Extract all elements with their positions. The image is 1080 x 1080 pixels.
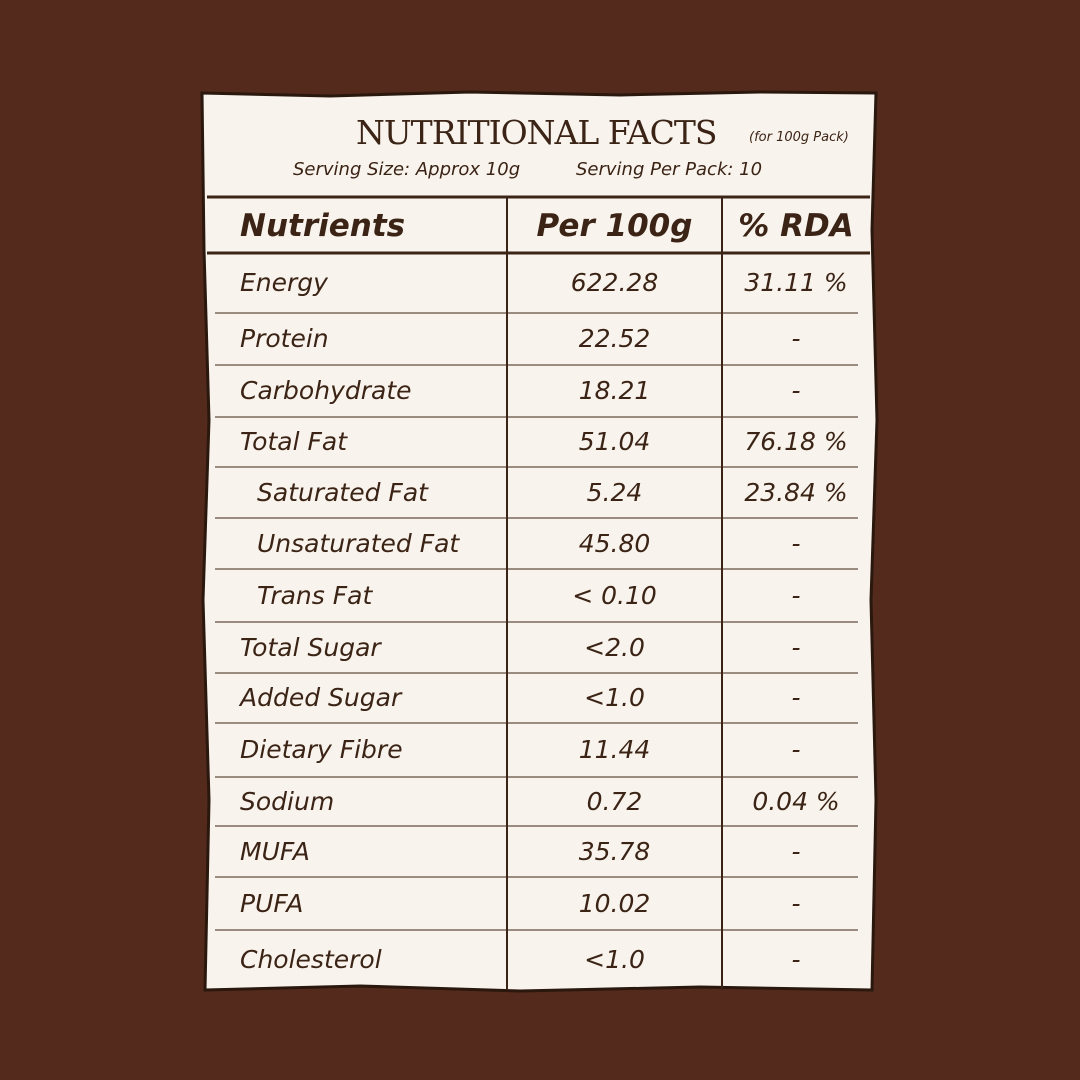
per-100g: 22.52 <box>578 324 651 353</box>
rda: - <box>791 683 801 712</box>
rda: - <box>791 324 801 353</box>
nutrient-name: Protein <box>240 324 329 353</box>
nutrient-name: PUFA <box>240 888 304 918</box>
rda: - <box>791 580 801 610</box>
column-header: Nutrients <box>240 208 406 244</box>
rda: - <box>791 735 801 764</box>
per-100g: < 0.10 <box>572 580 657 610</box>
rda: 0.04 % <box>752 786 840 816</box>
title: NUTRITIONAL FACTS <box>356 113 718 152</box>
nutrient-name: Dietary Fibre <box>240 735 403 764</box>
per-100g: <1.0 <box>584 945 645 974</box>
column-header: Per 100g <box>536 208 693 244</box>
per-100g: 0.72 <box>586 786 643 816</box>
rda: - <box>791 376 801 405</box>
nutrient-name: Total Sugar <box>240 632 381 662</box>
nutrient-name: Added Sugar <box>240 683 402 712</box>
per-100g: 5.24 <box>586 477 643 507</box>
per-100g: 10.02 <box>578 888 651 918</box>
per-100g: <2.0 <box>584 632 645 662</box>
per-100g: <1.0 <box>584 683 645 712</box>
per-100g: 622.28 <box>570 268 659 297</box>
rda: 31.11 % <box>744 268 848 297</box>
nutrient-name: MUFA <box>240 836 310 866</box>
column-header: % RDA <box>738 208 854 244</box>
nutrient-name: Saturated Fat <box>257 477 428 507</box>
paper-sheet <box>200 90 879 993</box>
serving-size: Serving Size: Approx 10g <box>293 159 521 180</box>
nutrient-name: Cholesterol <box>240 945 382 974</box>
rda: - <box>791 632 801 662</box>
per-100g: 45.80 <box>578 528 651 558</box>
nutrient-name: Carbohydrate <box>240 376 412 405</box>
per-100g: 18.21 <box>578 376 651 405</box>
servings-per-pack: Serving Per Pack: 10 <box>576 159 763 180</box>
nutrient-name: Trans Fat <box>257 580 373 610</box>
rda: - <box>791 945 801 974</box>
per-100g: 11.44 <box>578 735 651 764</box>
rda: 76.18 % <box>744 427 848 456</box>
rda: - <box>791 836 801 866</box>
per-100g: 35.78 <box>578 836 651 866</box>
nutrient-name: Total Fat <box>240 427 347 456</box>
nutrient-name: Energy <box>240 268 328 297</box>
rda: 23.84 % <box>744 477 848 507</box>
nutrient-name: Unsaturated Fat <box>257 528 460 558</box>
rda: - <box>791 888 801 918</box>
per-100g: 51.04 <box>578 427 651 456</box>
nutrient-name: Sodium <box>240 786 335 816</box>
pack-note: (for 100g Pack) <box>749 130 849 145</box>
rda: - <box>791 528 801 558</box>
